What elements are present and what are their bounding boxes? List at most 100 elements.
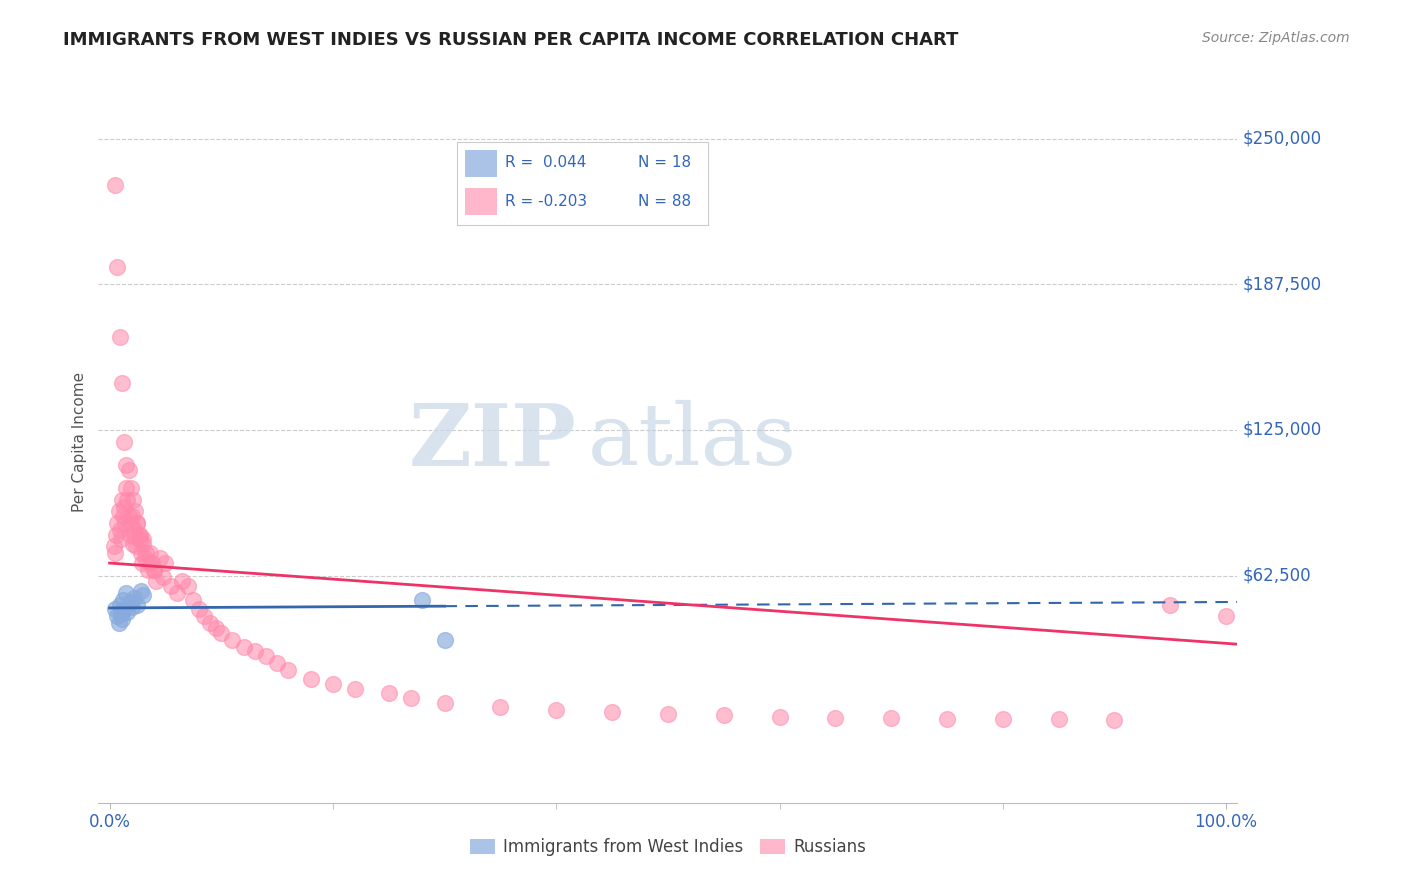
Point xyxy=(172,574,194,589)
Point xyxy=(991,712,1014,726)
Point xyxy=(120,518,142,533)
Text: $250,000: $250,000 xyxy=(1243,129,1322,147)
Point xyxy=(221,632,243,647)
Point xyxy=(160,579,183,593)
Text: atlas: atlas xyxy=(588,400,797,483)
Point xyxy=(118,595,141,609)
Point xyxy=(489,700,512,714)
Point xyxy=(187,602,209,616)
Point xyxy=(111,612,134,626)
Point xyxy=(149,551,172,566)
Point xyxy=(111,376,134,391)
Point xyxy=(107,516,129,530)
Point xyxy=(198,616,221,631)
Text: ZIP: ZIP xyxy=(409,400,576,483)
Point xyxy=(118,528,141,542)
Point xyxy=(115,458,138,472)
Point xyxy=(209,625,232,640)
Point xyxy=(122,523,145,537)
Point xyxy=(433,696,456,710)
Point xyxy=(104,178,127,193)
Point xyxy=(104,546,127,560)
Point xyxy=(124,504,146,518)
Point xyxy=(322,677,344,691)
Point xyxy=(114,516,136,530)
Point xyxy=(127,516,149,530)
Point xyxy=(112,500,135,514)
Point xyxy=(104,602,127,616)
Point xyxy=(117,605,139,619)
Point xyxy=(824,711,846,725)
Point xyxy=(128,528,150,542)
Point xyxy=(266,656,288,670)
Point xyxy=(254,648,277,663)
Point xyxy=(135,546,157,560)
Point xyxy=(124,530,146,544)
Point xyxy=(132,533,155,547)
Point xyxy=(117,492,139,507)
Point xyxy=(880,711,903,725)
Point xyxy=(183,593,205,607)
Text: $125,000: $125,000 xyxy=(1243,421,1322,439)
Point xyxy=(127,598,149,612)
Point xyxy=(111,593,134,607)
Point xyxy=(132,588,155,602)
Y-axis label: Per Capita Income: Per Capita Income xyxy=(72,371,87,512)
Point xyxy=(1215,609,1237,624)
Point xyxy=(128,528,150,542)
Point xyxy=(546,702,568,716)
Point xyxy=(713,708,735,723)
Point xyxy=(193,609,215,624)
Point xyxy=(1047,712,1070,726)
Point xyxy=(344,681,367,696)
Point xyxy=(657,707,679,722)
Point xyxy=(399,690,422,705)
Point xyxy=(107,260,129,274)
Point xyxy=(131,556,153,570)
Point xyxy=(105,528,128,542)
Point xyxy=(143,563,166,577)
Point xyxy=(145,574,167,589)
Point xyxy=(111,492,134,507)
Point xyxy=(139,546,162,560)
Point xyxy=(122,537,145,551)
Point xyxy=(115,586,138,600)
Point xyxy=(132,537,155,551)
Point xyxy=(108,598,131,612)
Text: Source: ZipAtlas.com: Source: ZipAtlas.com xyxy=(1202,31,1350,45)
Point xyxy=(177,579,200,593)
Point xyxy=(128,533,150,547)
Point xyxy=(299,673,322,687)
Text: IMMIGRANTS FROM WEST INDIES VS RUSSIAN PER CAPITA INCOME CORRELATION CHART: IMMIGRANTS FROM WEST INDIES VS RUSSIAN P… xyxy=(63,31,959,49)
Point xyxy=(129,583,152,598)
Point xyxy=(152,570,174,584)
Point xyxy=(117,462,139,476)
Point xyxy=(134,551,156,566)
Point xyxy=(107,616,129,631)
Text: $187,500: $187,500 xyxy=(1243,276,1322,293)
Text: $62,500: $62,500 xyxy=(1243,566,1312,584)
Point xyxy=(136,563,159,577)
Point xyxy=(125,540,148,554)
Point xyxy=(411,593,433,607)
Point xyxy=(600,705,623,719)
Point xyxy=(141,556,163,570)
Point xyxy=(204,621,226,635)
Point xyxy=(122,492,145,507)
Point xyxy=(111,509,134,524)
Point xyxy=(112,602,135,616)
Point xyxy=(127,516,149,530)
Point xyxy=(155,556,177,570)
Point xyxy=(107,609,129,624)
Point xyxy=(103,540,125,554)
Point xyxy=(166,586,188,600)
Point xyxy=(121,509,143,524)
Point xyxy=(232,640,254,654)
Point xyxy=(1104,713,1126,727)
Point xyxy=(139,556,162,570)
Point xyxy=(1159,598,1181,612)
Point xyxy=(143,563,166,577)
Point xyxy=(120,481,142,495)
Point xyxy=(115,481,138,495)
Point xyxy=(107,504,129,518)
